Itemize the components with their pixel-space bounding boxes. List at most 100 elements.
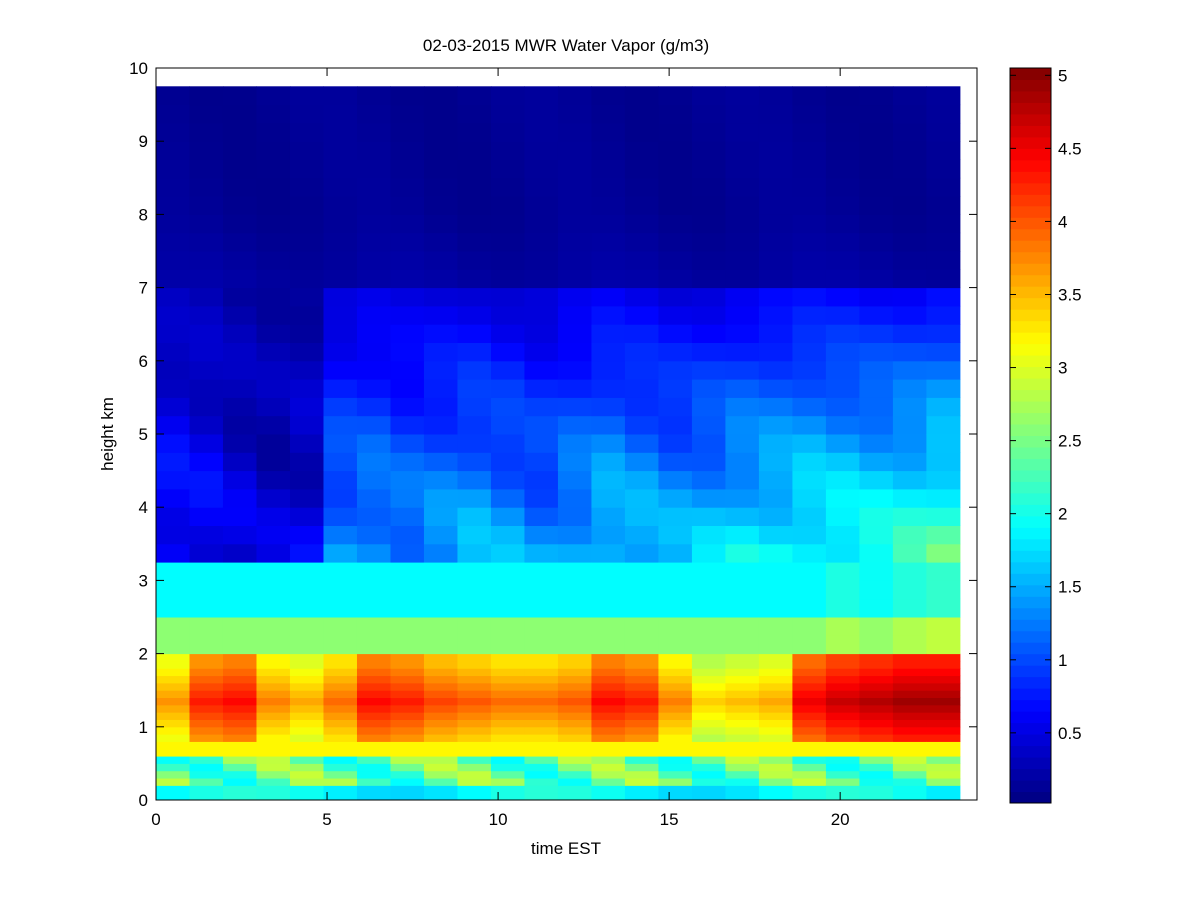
heatmap-cell bbox=[725, 748, 760, 757]
heatmap-cell bbox=[825, 668, 860, 677]
heatmap-cell bbox=[758, 360, 793, 380]
colorbar-segment bbox=[1010, 584, 1051, 597]
heatmap-cell bbox=[156, 379, 190, 398]
heatmap-cell bbox=[658, 598, 693, 618]
heatmap-cell bbox=[658, 251, 693, 270]
heatmap-cell bbox=[758, 379, 793, 398]
heatmap-cell bbox=[423, 675, 458, 684]
heatmap-cell bbox=[825, 305, 860, 325]
heatmap-cell bbox=[624, 763, 659, 772]
heatmap-cell bbox=[758, 719, 793, 728]
heatmap-cell bbox=[624, 159, 659, 179]
heatmap-cell bbox=[859, 415, 894, 435]
heatmap-cell bbox=[457, 690, 492, 699]
y-axis-label: height km bbox=[98, 397, 117, 471]
heatmap-cell bbox=[758, 617, 793, 636]
heatmap-cell bbox=[892, 562, 927, 581]
heatmap-cell bbox=[189, 785, 224, 794]
heatmap-cell bbox=[156, 756, 190, 764]
heatmap-cell bbox=[156, 287, 190, 307]
heatmap-cell bbox=[591, 675, 626, 684]
heatmap-cell bbox=[624, 792, 659, 801]
heatmap-cell bbox=[289, 122, 324, 142]
heatmap-cell bbox=[356, 232, 391, 252]
heatmap-cell bbox=[524, 704, 559, 713]
heatmap-cell bbox=[591, 379, 626, 398]
heatmap-cell bbox=[758, 214, 793, 234]
heatmap-cell bbox=[926, 324, 961, 343]
heatmap-cell bbox=[390, 141, 425, 160]
heatmap-cell bbox=[658, 287, 693, 307]
heatmap-cell bbox=[457, 562, 492, 581]
heatmap-cell bbox=[825, 470, 860, 490]
heatmap-cell bbox=[892, 778, 927, 786]
heatmap-cell bbox=[725, 342, 760, 362]
heatmap-cell bbox=[356, 748, 391, 757]
heatmap-cell bbox=[557, 792, 592, 801]
heatmap-cell bbox=[156, 507, 190, 526]
heatmap-cell bbox=[524, 635, 559, 655]
heatmap-cell bbox=[222, 86, 257, 106]
heatmap-cell bbox=[859, 488, 894, 508]
heatmap-cell bbox=[524, 778, 559, 786]
heatmap-cell bbox=[792, 617, 827, 636]
heatmap-cell bbox=[859, 748, 894, 757]
heatmap-cell bbox=[557, 635, 592, 655]
heatmap-cell bbox=[591, 617, 626, 636]
heatmap-cell bbox=[323, 251, 358, 270]
heatmap-cell bbox=[658, 525, 693, 545]
heatmap-cell bbox=[524, 232, 559, 252]
heatmap-cell bbox=[457, 159, 492, 179]
heatmap-cell bbox=[524, 617, 559, 636]
colorbar-segment bbox=[1010, 561, 1051, 574]
heatmap-cell bbox=[591, 122, 626, 142]
heatmap-cell bbox=[825, 122, 860, 142]
heatmap-cell bbox=[490, 415, 525, 435]
heatmap-cell bbox=[557, 756, 592, 764]
heatmap-cell bbox=[390, 159, 425, 179]
heatmap-cell bbox=[222, 470, 257, 490]
heatmap-cell bbox=[457, 668, 492, 677]
heatmap-cell bbox=[624, 470, 659, 490]
heatmap-cell bbox=[490, 434, 525, 453]
heatmap-cell bbox=[189, 104, 224, 124]
heatmap-cell bbox=[658, 580, 693, 600]
heatmap-cell bbox=[490, 251, 525, 270]
heatmap-cell bbox=[725, 682, 760, 691]
heatmap-cell bbox=[457, 214, 492, 234]
heatmap-cell bbox=[926, 434, 961, 453]
heatmap-cell bbox=[758, 86, 793, 106]
heatmap-cell bbox=[624, 251, 659, 270]
heatmap-cell bbox=[658, 734, 693, 742]
heatmap-cell bbox=[156, 792, 190, 801]
heatmap-cell bbox=[591, 452, 626, 472]
y-tick-label: 9 bbox=[139, 132, 148, 151]
heatmap-cell bbox=[624, 675, 659, 684]
heatmap-cell bbox=[189, 287, 224, 307]
heatmap-cell bbox=[256, 232, 291, 252]
heatmap-cell bbox=[289, 177, 324, 197]
heatmap-cell bbox=[390, 470, 425, 490]
heatmap-cell bbox=[423, 770, 458, 779]
heatmap-cell bbox=[189, 196, 224, 215]
heatmap-cell bbox=[859, 305, 894, 325]
heatmap-cell bbox=[825, 675, 860, 684]
heatmap-cell bbox=[892, 675, 927, 684]
heatmap-cell bbox=[926, 379, 961, 398]
heatmap-cell bbox=[691, 770, 726, 779]
heatmap-cell bbox=[490, 360, 525, 380]
heatmap-cell bbox=[222, 488, 257, 508]
heatmap-cell bbox=[691, 379, 726, 398]
heatmap-cell bbox=[725, 214, 760, 234]
colorbar-segment bbox=[1010, 263, 1051, 276]
heatmap-cell bbox=[256, 360, 291, 380]
heatmap-cell bbox=[222, 342, 257, 362]
heatmap-cell bbox=[524, 305, 559, 325]
heatmap-cell bbox=[423, 598, 458, 618]
heatmap-cell bbox=[390, 397, 425, 417]
heatmap-cell bbox=[524, 675, 559, 684]
heatmap-cell bbox=[658, 397, 693, 417]
heatmap-cell bbox=[423, 635, 458, 655]
heatmap-cell bbox=[423, 525, 458, 545]
colorbar-frame bbox=[1009, 67, 1052, 804]
